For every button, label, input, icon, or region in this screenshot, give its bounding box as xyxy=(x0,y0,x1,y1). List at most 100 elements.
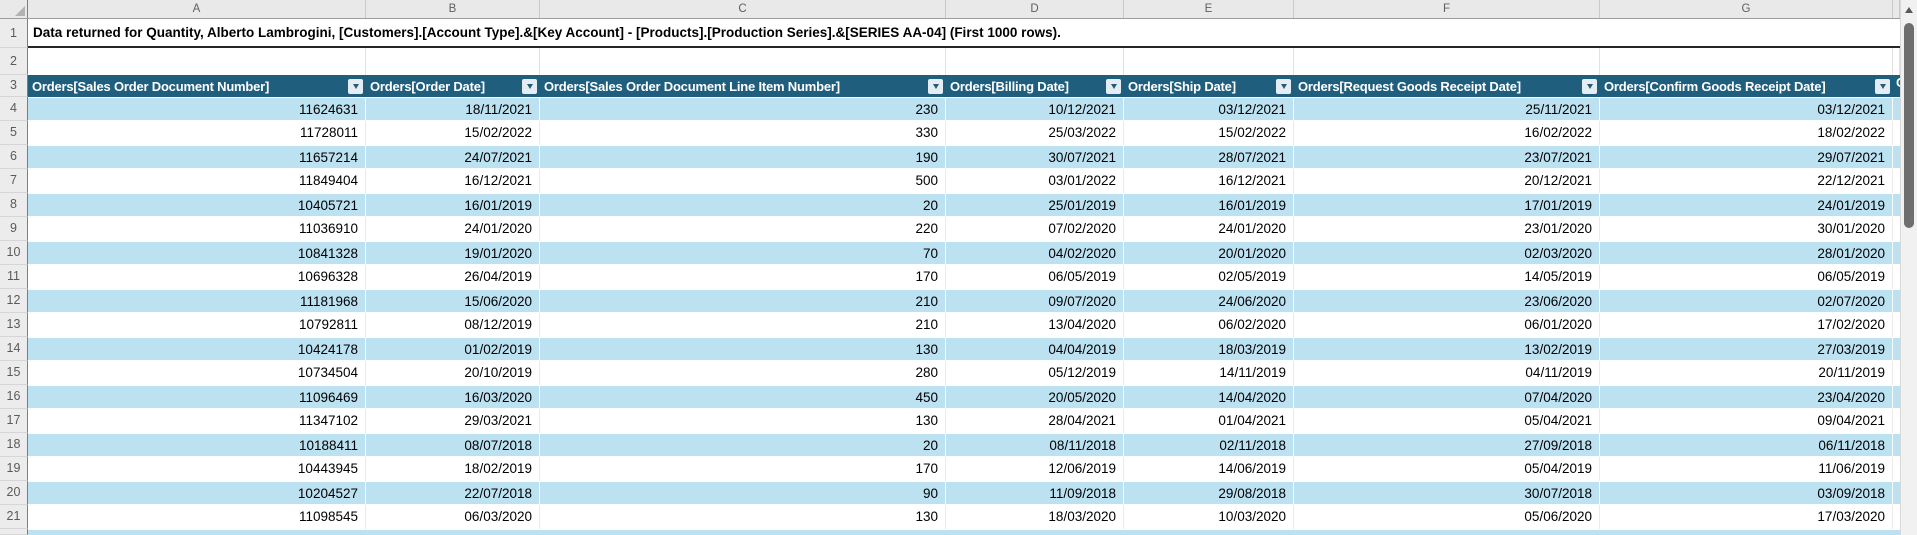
cell[interactable]: 280 xyxy=(540,361,946,385)
cell[interactable]: 06/02/2020 xyxy=(1124,313,1294,337)
cell[interactable]: 11347102 xyxy=(28,409,366,433)
cell[interactable]: 28/04/2021 xyxy=(946,409,1124,433)
cell[interactable]: 11098545 xyxy=(28,505,366,529)
cell[interactable]: 08/11/2018 xyxy=(946,433,1124,457)
cell[interactable]: 12/06/2019 xyxy=(946,457,1124,481)
cell[interactable]: 20 xyxy=(540,193,946,217)
table-header-cell[interactable]: Orders[Billing Date] xyxy=(946,75,1124,97)
empty-cell[interactable] xyxy=(1294,48,1600,75)
cell[interactable]: 17/01/2019 xyxy=(1294,193,1600,217)
row-number[interactable]: 10 xyxy=(0,241,28,265)
cell[interactable]: 10/03/2020 xyxy=(1124,505,1294,529)
row-number[interactable]: 8 xyxy=(0,193,28,217)
cell[interactable]: 07/04/2020 xyxy=(1294,385,1600,409)
cell[interactable]: 08/07/2018 xyxy=(366,433,540,457)
row-number[interactable]: 7 xyxy=(0,169,28,193)
filter-dropdown-button[interactable] xyxy=(928,78,943,94)
row-number[interactable]: 21 xyxy=(0,505,28,529)
cell[interactable]: 14/05/2019 xyxy=(1294,265,1600,289)
table-header-cell[interactable]: Orders[Sales Order Document Line Item Nu… xyxy=(540,75,946,97)
empty-cell[interactable] xyxy=(366,48,540,75)
cell[interactable]: 10734504 xyxy=(28,361,366,385)
cell[interactable]: 02/11/2018 xyxy=(1124,433,1294,457)
cell[interactable]: 130 xyxy=(540,505,946,529)
cell[interactable]: 11624631 xyxy=(28,97,366,121)
cell[interactable]: 16/01/2019 xyxy=(366,193,540,217)
cell[interactable]: 11181968 xyxy=(28,289,366,313)
cell[interactable]: 29/08/2018 xyxy=(1124,481,1294,505)
cell[interactable]: 10405721 xyxy=(28,193,366,217)
cell[interactable]: 04/11/2019 xyxy=(1294,361,1600,385)
cell[interactable]: 04/02/2020 xyxy=(946,241,1124,265)
cell[interactable]: 09/04/2021 xyxy=(1600,409,1893,433)
cell[interactable]: 03/12/2021 xyxy=(1600,97,1893,121)
cell[interactable]: 18/03/2020 xyxy=(946,505,1124,529)
select-all-corner[interactable] xyxy=(0,0,28,18)
empty-cell[interactable] xyxy=(28,48,366,75)
row-number[interactable]: 12 xyxy=(0,289,28,313)
cell[interactable]: 19/01/2020 xyxy=(366,241,540,265)
cell[interactable]: 11/09/2018 xyxy=(946,481,1124,505)
filter-dropdown-button[interactable] xyxy=(522,78,537,94)
cell[interactable]: 02/05/2019 xyxy=(1124,265,1294,289)
cell[interactable]: 11657214 xyxy=(28,145,366,169)
cell[interactable]: 02/03/2020 xyxy=(1294,241,1600,265)
row-number[interactable]: 9 xyxy=(0,217,28,241)
column-letter-D[interactable]: D xyxy=(946,0,1124,18)
cell[interactable]: 220 xyxy=(540,217,946,241)
cell[interactable]: 20/11/2019 xyxy=(1600,361,1893,385)
cell[interactable]: 05/12/2019 xyxy=(946,361,1124,385)
cell[interactable]: 210 xyxy=(540,313,946,337)
cell[interactable]: 08/12/2019 xyxy=(366,313,540,337)
cell[interactable]: 06/03/2020 xyxy=(366,505,540,529)
cell[interactable]: 10792811 xyxy=(28,313,366,337)
cell[interactable]: 05/04/2019 xyxy=(1294,457,1600,481)
cell[interactable]: 15/02/2022 xyxy=(366,121,540,145)
cell[interactable]: 23/04/2020 xyxy=(1600,385,1893,409)
cell[interactable]: 04/04/2019 xyxy=(946,337,1124,361)
cell[interactable]: 09/07/2020 xyxy=(946,289,1124,313)
cell[interactable]: 25/01/2019 xyxy=(946,193,1124,217)
row-number[interactable]: 20 xyxy=(0,481,28,505)
cell[interactable]: 05/04/2021 xyxy=(1294,409,1600,433)
cell[interactable]: 70 xyxy=(540,241,946,265)
cell[interactable]: 90 xyxy=(540,481,946,505)
cell[interactable]: 28/07/2021 xyxy=(1124,145,1294,169)
row-number[interactable]: 5 xyxy=(0,121,28,145)
cell[interactable]: 20/10/2019 xyxy=(366,361,540,385)
cell[interactable]: 10204527 xyxy=(28,481,366,505)
table-header-cell[interactable]: Orders[Confirm Goods Receipt Date] xyxy=(1600,75,1893,97)
cell[interactable]: 16/01/2019 xyxy=(1124,193,1294,217)
cell[interactable]: 06/05/2019 xyxy=(1600,265,1893,289)
empty-cell[interactable] xyxy=(1124,48,1294,75)
row-number[interactable]: 19 xyxy=(0,457,28,481)
cell[interactable]: 22/12/2021 xyxy=(1600,169,1893,193)
cell[interactable]: 05/06/2020 xyxy=(1294,505,1600,529)
cell[interactable]: 23/07/2021 xyxy=(1294,145,1600,169)
cell[interactable]: 450 xyxy=(540,385,946,409)
cell[interactable]: 10443945 xyxy=(28,457,366,481)
cell[interactable]: 24/06/2020 xyxy=(1124,289,1294,313)
empty-cell[interactable] xyxy=(1600,48,1893,75)
cell[interactable]: 28/01/2020 xyxy=(1600,241,1893,265)
cell[interactable]: 15/02/2022 xyxy=(1124,121,1294,145)
cell[interactable]: 20/05/2020 xyxy=(946,385,1124,409)
cell[interactable]: 27/03/2019 xyxy=(1600,337,1893,361)
cell[interactable]: 11036910 xyxy=(28,217,366,241)
row-number[interactable]: 17 xyxy=(0,409,28,433)
cell[interactable]: 25/11/2021 xyxy=(1294,97,1600,121)
table-header-cell[interactable]: Orders[Sales Order Document Number] xyxy=(28,75,366,97)
cell[interactable]: 17/02/2020 xyxy=(1600,313,1893,337)
column-letter-C[interactable]: C xyxy=(540,0,946,18)
cell[interactable]: 17/03/2020 xyxy=(1600,505,1893,529)
cell[interactable]: 23/01/2020 xyxy=(1294,217,1600,241)
column-letter-A[interactable]: A xyxy=(28,0,366,18)
cell[interactable]: 130 xyxy=(540,337,946,361)
cell[interactable]: 24/01/2020 xyxy=(366,217,540,241)
row-number[interactable]: 1 xyxy=(0,19,28,48)
cell[interactable]: 330 xyxy=(540,121,946,145)
cell[interactable]: 22/07/2018 xyxy=(366,481,540,505)
row-number[interactable]: 3 xyxy=(0,75,28,97)
cell[interactable]: 20 xyxy=(540,433,946,457)
filter-dropdown-button[interactable] xyxy=(348,78,363,94)
